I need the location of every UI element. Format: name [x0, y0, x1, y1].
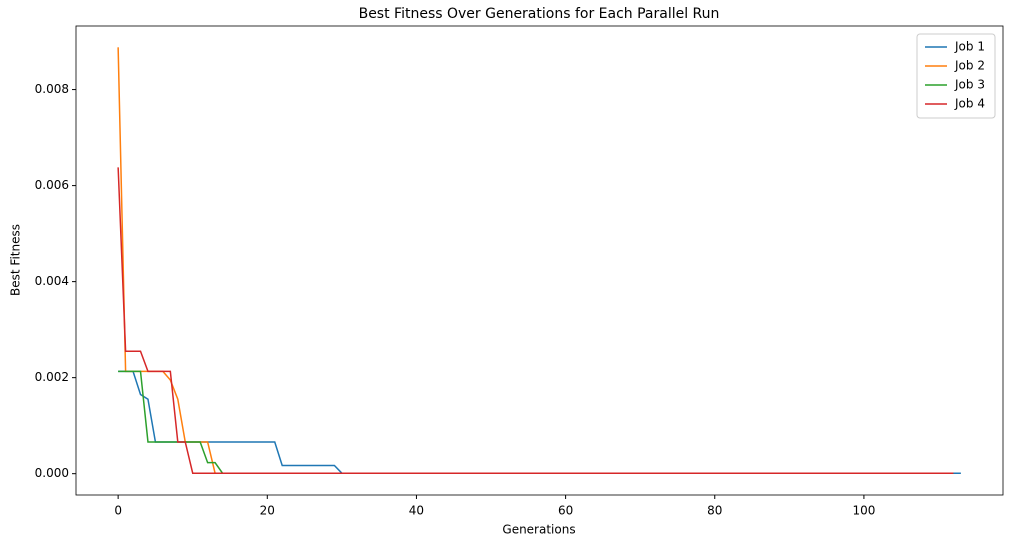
x-tick-label: 60 [558, 504, 573, 518]
x-axis-label: Generations [502, 523, 575, 537]
x-tick-label: 0 [114, 504, 122, 518]
x-tick-label: 40 [409, 504, 424, 518]
x-tick-label: 80 [707, 504, 722, 518]
y-tick-label: 0.004 [35, 274, 69, 288]
plot-frame [75, 25, 1004, 496]
chart-title: Best Fitness Over Generations for Each P… [359, 6, 720, 22]
line [118, 370, 954, 474]
line [117, 167, 954, 474]
y-tick-label: 0.002 [35, 370, 69, 384]
legend-box [916, 33, 996, 119]
y-tick-label: 0.008 [35, 82, 69, 96]
legend-label: Job 3 [954, 78, 985, 92]
line [118, 370, 961, 474]
y-tick-label: 0.000 [35, 466, 69, 480]
x-tick-label: 20 [260, 504, 275, 518]
legend-label: Job 4 [954, 97, 985, 111]
line [117, 47, 939, 474]
y-axis-label: Best Fitness [9, 224, 23, 296]
legend-label: Job 2 [954, 59, 985, 73]
legend-label: Job 1 [954, 40, 985, 54]
y-tick-label: 0.006 [35, 178, 69, 192]
x-tick-label: 100 [852, 504, 875, 518]
